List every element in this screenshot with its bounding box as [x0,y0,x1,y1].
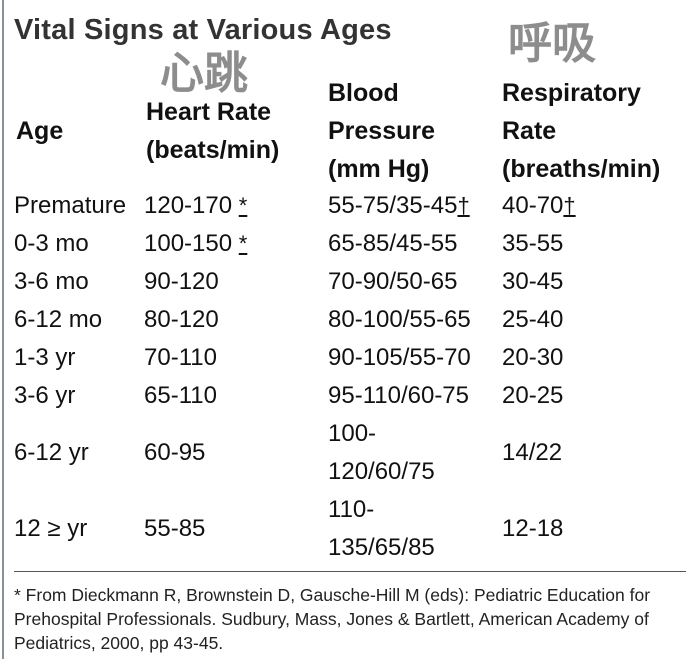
blood-pressure-value: 110- 135/65/85 [328,496,435,561]
blood-pressure-cell: 65-85/45-55 [328,230,458,257]
heart-rate-cell: 60-95 [144,439,206,466]
footnote-mark: † [457,193,470,218]
age-cell: 3-6 yr [14,382,76,409]
header-heart-rate-line2: (beats/min) [146,136,280,164]
respiratory-rate-cell: 30-45 [502,268,564,295]
blood-pressure-value: 55-75/35-45 [328,192,458,219]
footnote: * From Dieckmann R, Brownstein D, Gausch… [14,585,651,653]
blood-pressure-cell: 80-100/55-65 [328,306,471,333]
age-cell: 1-3 yr [14,344,76,371]
blood-pressure-cell: 90-105/55-70 [328,344,471,371]
footnote-mark: * [238,231,248,256]
respiratory-rate-cell: 20-25 [502,382,564,409]
left-border [2,0,4,659]
heart-annotation: 心跳 [160,48,248,99]
blood-pressure-cell: 55-75/35-45† [328,187,502,225]
table-row: 12 ≥ yr 55-85 110- 135/65/85 12-18 [14,491,680,567]
header-heart-rate-line1: Heart Rate [146,98,272,126]
heart-rate-cell: 90-120 [144,268,219,295]
respiratory-rate-value: 40-70 [502,192,564,219]
header-blood-pressure-line2: Pressure [328,117,436,145]
heart-rate-cell: 120-170 * [144,187,328,225]
heart-rate-cell: 55-85 [144,515,206,542]
blood-pressure-cell: 70-90/50-65 [328,268,458,295]
vital-signs-table: Premature 120-170 * 55-75/35-45† 40-70† … [14,187,680,567]
age-cell: 6-12 yr [14,439,89,466]
respiratory-rate-cell: 12-18 [502,515,564,542]
respiratory-rate-cell: 40-70† [502,187,680,225]
table-row: 3-6 mo 90-120 70-90/50-65 30-45 [14,263,680,301]
page-title: Vital Signs at Various Ages [14,14,392,46]
table-row: 0-3 mo 100-150 * 65-85/45-55 35-55 [14,225,680,263]
respiratory-annotation: 呼吸 [508,18,596,69]
respiratory-rate-cell: 14/22 [502,439,563,466]
heart-rate-value: 120-170 [144,192,233,219]
age-cell: 0-3 mo [14,230,89,257]
header-heart-rate: Heart Rate (beats/min) [146,93,279,169]
header-respiratory-rate-line1: Respiratory [502,79,641,107]
header-blood-pressure-line1: Blood [328,79,399,107]
header-blood-pressure-line3: (mm Hg) [328,155,430,183]
heart-rate-cell: 80-120 [144,306,219,333]
footnote-divider [14,571,686,572]
blood-pressure-cell: 110- 135/65/85 [328,491,502,567]
table-row: 1-3 yr 70-110 90-105/55-70 20-30 [14,339,680,377]
age-cell: Premature [14,192,127,219]
respiratory-rate-cell: 20-30 [502,344,564,371]
blood-pressure-value: 100- 120/60/75 [328,420,435,485]
footnote-mark: † [563,193,576,218]
header-respiratory-rate-line2: Rate [502,117,557,145]
heart-rate-cell: 100-150 * [144,225,328,263]
respiratory-rate-cell: 25-40 [502,306,564,333]
table-row: 3-6 yr 65-110 95-110/60-75 20-25 [14,377,680,415]
blood-pressure-cell: 100- 120/60/75 [328,415,502,491]
age-cell: 6-12 mo [14,306,103,333]
header-age-label: Age [16,117,64,145]
age-cell: 3-6 mo [14,268,89,295]
heart-rate-cell: 70-110 [144,344,217,371]
header-respiratory-rate-line3: (breaths/min) [502,155,661,183]
blood-pressure-cell: 95-110/60-75 [328,382,469,409]
heart-rate-value: 100-150 [144,230,233,257]
heart-rate-cell: 65-110 [144,382,217,409]
header-respiratory-rate: Respiratory Rate (breaths/min) [502,74,660,188]
header-blood-pressure: Blood Pressure (mm Hg) [328,74,435,188]
table-row: 6-12 mo 80-120 80-100/55-65 25-40 [14,301,680,339]
header-age: Age [16,112,63,150]
respiratory-rate-cell: 35-55 [502,230,564,257]
age-cell: 12 ≥ yr [14,515,88,542]
table-row: 6-12 yr 60-95 100- 120/60/75 14/22 [14,415,680,491]
footnote-mark: * [238,193,248,218]
table-row: Premature 120-170 * 55-75/35-45† 40-70† [14,187,680,225]
